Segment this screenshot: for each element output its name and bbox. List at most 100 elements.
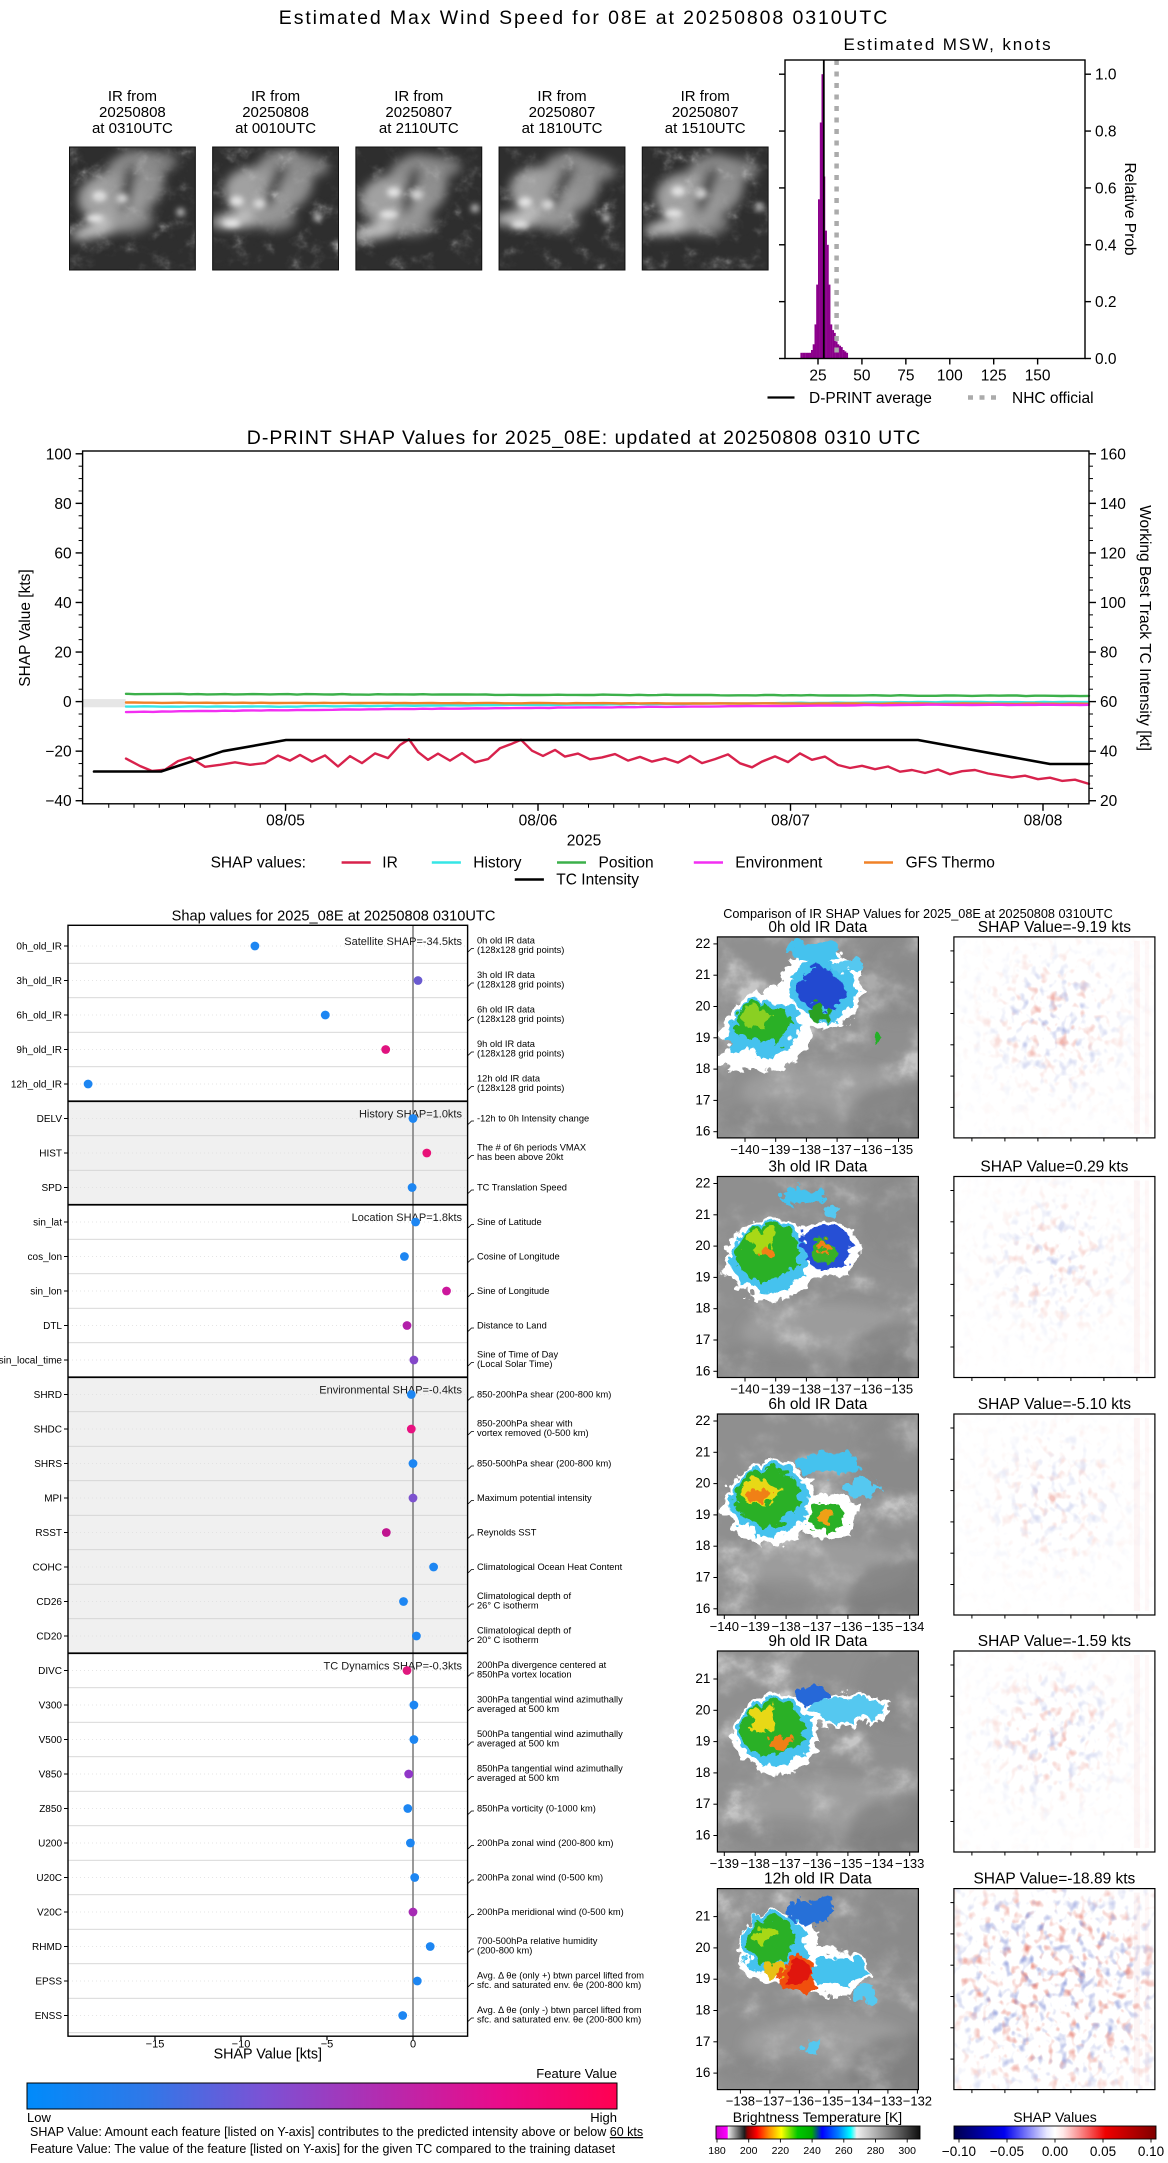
svg-text:Shap values for 2025_08E at 20: Shap values for 2025_08E at 20250808 031… bbox=[172, 909, 496, 925]
svg-text:18: 18 bbox=[695, 1061, 710, 1076]
svg-text:16: 16 bbox=[695, 1601, 710, 1616]
svg-text:−138: −138 bbox=[726, 2094, 755, 2109]
svg-text:125: 125 bbox=[981, 368, 1007, 385]
svg-text:−15: −15 bbox=[146, 2039, 165, 2051]
svg-text:0.0: 0.0 bbox=[1095, 351, 1117, 368]
svg-text:80: 80 bbox=[54, 496, 72, 513]
svg-text:20° C isotherm: 20° C isotherm bbox=[477, 1635, 539, 1645]
svg-text:Brightness Temperature [K]: Brightness Temperature [K] bbox=[733, 2109, 902, 2125]
svg-text:Relative Prob: Relative Prob bbox=[1121, 162, 1138, 255]
svg-text:Satellite SHAP=-34.5kts: Satellite SHAP=-34.5kts bbox=[344, 936, 462, 948]
svg-text:IR: IR bbox=[382, 855, 398, 872]
svg-text:220: 220 bbox=[772, 2145, 790, 2157]
svg-text:20250808: 20250808 bbox=[242, 104, 309, 121]
svg-text:25: 25 bbox=[809, 368, 826, 385]
svg-text:200hPa meridional wind (0-500: 200hPa meridional wind (0-500 km) bbox=[477, 1907, 624, 1917]
svg-text:CD26: CD26 bbox=[36, 1597, 62, 1608]
svg-text:Estimated MSW, knots: Estimated MSW, knots bbox=[844, 35, 1053, 54]
svg-text:SHAP Value=-9.19 kts: SHAP Value=-9.19 kts bbox=[978, 919, 1131, 936]
svg-text:−139: −139 bbox=[741, 1619, 770, 1634]
svg-text:averaged at 500 km: averaged at 500 km bbox=[477, 1773, 559, 1783]
svg-text:SHAP Value: Amount each featur: SHAP Value: Amount each feature [listed … bbox=[30, 2125, 643, 2139]
svg-text:260: 260 bbox=[835, 2145, 853, 2157]
svg-text:at 0310UTC: at 0310UTC bbox=[92, 120, 173, 137]
svg-text:DTL: DTL bbox=[43, 1321, 62, 1332]
svg-text:60: 60 bbox=[1100, 694, 1118, 711]
svg-text:−138: −138 bbox=[741, 1856, 770, 1871]
svg-text:Climatological depth of: Climatological depth of bbox=[477, 1626, 571, 1636]
svg-text:at 0010UTC: at 0010UTC bbox=[235, 120, 316, 137]
svg-text:−140: −140 bbox=[730, 1382, 759, 1397]
svg-text:U200: U200 bbox=[38, 1839, 62, 1850]
svg-text:Feature Value: Feature Value bbox=[536, 2066, 617, 2081]
svg-text:RHMD: RHMD bbox=[32, 1942, 62, 1953]
svg-text:−136: −136 bbox=[853, 1142, 882, 1157]
svg-text:22: 22 bbox=[695, 1176, 710, 1191]
svg-text:0.05: 0.05 bbox=[1090, 2144, 1116, 2158]
svg-text:850hPa tangential wind azimuth: 850hPa tangential wind azimuthally bbox=[477, 1764, 623, 1774]
svg-text:−20: −20 bbox=[45, 744, 72, 761]
svg-text:V500: V500 bbox=[39, 1735, 63, 1746]
svg-text:−138: −138 bbox=[792, 1142, 821, 1157]
svg-text:21: 21 bbox=[695, 1444, 710, 1459]
svg-text:(128x128 grid points): (128x128 grid points) bbox=[477, 1083, 564, 1093]
svg-text:Distance to Land: Distance to Land bbox=[477, 1321, 547, 1331]
svg-text:300hPa tangential wind azimuth: 300hPa tangential wind azimuthally bbox=[477, 1695, 623, 1705]
svg-text:(128x128 grid points): (128x128 grid points) bbox=[477, 1014, 564, 1024]
svg-text:0h_old_IR: 0h_old_IR bbox=[16, 942, 62, 953]
svg-text:12h old IR data: 12h old IR data bbox=[477, 1074, 541, 1084]
svg-text:−139: −139 bbox=[761, 1382, 790, 1397]
svg-text:HIST: HIST bbox=[39, 1149, 62, 1160]
svg-text:850hPa vorticity (0-1000 km): 850hPa vorticity (0-1000 km) bbox=[477, 1804, 596, 1814]
svg-text:ENSS: ENSS bbox=[35, 2011, 63, 2022]
svg-text:(128x128 grid points): (128x128 grid points) bbox=[477, 1049, 564, 1059]
svg-text:−136: −136 bbox=[833, 1619, 862, 1634]
svg-text:Sine of Longitude: Sine of Longitude bbox=[477, 1286, 549, 1296]
svg-text:18: 18 bbox=[695, 2003, 710, 2018]
svg-text:−140: −140 bbox=[710, 1619, 739, 1634]
svg-text:SHAP Value=-1.59 kts: SHAP Value=-1.59 kts bbox=[978, 1633, 1131, 1650]
svg-text:6h old IR data: 6h old IR data bbox=[477, 1005, 536, 1015]
svg-text:−133: −133 bbox=[873, 2094, 902, 2109]
svg-text:0h old IR Data: 0h old IR Data bbox=[768, 919, 867, 936]
svg-text:TC Dynamics SHAP=-0.3kts: TC Dynamics SHAP=-0.3kts bbox=[324, 1661, 463, 1673]
svg-text:−135: −135 bbox=[864, 1619, 893, 1634]
svg-text:−5: −5 bbox=[321, 2039, 334, 2051]
svg-text:850-500hPa shear (200-800 km): 850-500hPa shear (200-800 km) bbox=[477, 1459, 611, 1469]
svg-text:22: 22 bbox=[695, 1413, 710, 1428]
svg-text:850hPa vortex location: 850hPa vortex location bbox=[477, 1670, 572, 1680]
svg-text:20250807: 20250807 bbox=[529, 104, 596, 121]
svg-text:MPI: MPI bbox=[44, 1494, 62, 1505]
svg-text:17: 17 bbox=[695, 1332, 710, 1347]
svg-text:−136: −136 bbox=[785, 2094, 814, 2109]
svg-text:100: 100 bbox=[46, 446, 72, 463]
svg-text:−136: −136 bbox=[853, 1382, 882, 1397]
svg-text:Environment: Environment bbox=[735, 855, 823, 872]
svg-text:−134: −134 bbox=[844, 2094, 873, 2109]
svg-text:−10: −10 bbox=[232, 2039, 251, 2051]
svg-text:12h old IR Data: 12h old IR Data bbox=[764, 1871, 872, 1888]
svg-text:21: 21 bbox=[695, 1207, 710, 1222]
svg-text:9h old IR data: 9h old IR data bbox=[477, 1039, 536, 1049]
svg-text:20: 20 bbox=[54, 645, 72, 662]
svg-text:Avg. Δ θe (only +) btwn parcel: Avg. Δ θe (only +) btwn parcel lifted fr… bbox=[477, 1971, 644, 1981]
svg-text:Comparison of IR SHAP Values f: Comparison of IR SHAP Values for 2025_08… bbox=[723, 907, 1113, 921]
svg-text:V20C: V20C bbox=[37, 1908, 62, 1919]
svg-text:17: 17 bbox=[695, 1570, 710, 1585]
svg-text:−139: −139 bbox=[710, 1856, 739, 1871]
svg-text:20: 20 bbox=[695, 1238, 710, 1253]
svg-text:SPD: SPD bbox=[41, 1183, 62, 1194]
svg-text:−132: −132 bbox=[903, 2094, 932, 2109]
svg-text:Feature Value: The value of th: Feature Value: The value of the feature … bbox=[30, 2142, 616, 2156]
svg-text:−135: −135 bbox=[833, 1856, 862, 1871]
svg-text:EPSS: EPSS bbox=[35, 1977, 62, 1988]
svg-text:vortex removed (0-500 km): vortex removed (0-500 km) bbox=[477, 1428, 589, 1438]
svg-text:0.2: 0.2 bbox=[1095, 294, 1117, 311]
svg-text:High: High bbox=[590, 2110, 617, 2125]
svg-text:TC Translation Speed: TC Translation Speed bbox=[477, 1183, 567, 1193]
svg-text:0.6: 0.6 bbox=[1095, 180, 1117, 197]
svg-text:COHC: COHC bbox=[33, 1563, 62, 1574]
svg-text:−138: −138 bbox=[771, 1619, 800, 1634]
svg-text:200hPa zonal wind (0-500 km): 200hPa zonal wind (0-500 km) bbox=[477, 1873, 603, 1883]
svg-text:18: 18 bbox=[695, 1765, 710, 1780]
